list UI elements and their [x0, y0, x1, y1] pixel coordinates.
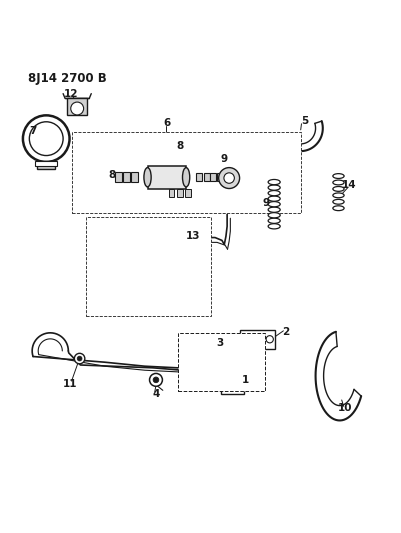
Text: 11: 11 [63, 379, 77, 389]
Bar [223, 352, 241, 359]
Circle shape [74, 353, 85, 364]
Bar [176, 189, 182, 197]
Bar [86, 217, 211, 316]
Bar [168, 189, 174, 197]
Bar [196, 173, 201, 181]
Text: 10: 10 [337, 403, 351, 413]
Text: 5: 5 [300, 116, 308, 126]
Text: 8: 8 [108, 170, 115, 180]
Circle shape [224, 364, 240, 380]
Circle shape [229, 369, 235, 375]
Circle shape [211, 338, 220, 348]
Bar [217, 173, 222, 181]
Ellipse shape [267, 207, 279, 212]
Text: 1: 1 [241, 375, 248, 385]
Circle shape [149, 374, 162, 386]
Bar [221, 374, 243, 394]
Bar [184, 189, 190, 197]
Ellipse shape [267, 180, 279, 185]
Ellipse shape [332, 174, 343, 179]
Text: 4: 4 [152, 389, 159, 399]
Ellipse shape [267, 213, 279, 218]
Circle shape [223, 173, 234, 183]
Circle shape [242, 336, 249, 343]
Ellipse shape [332, 187, 343, 191]
Text: 14: 14 [341, 180, 355, 190]
Bar [35, 161, 57, 166]
Ellipse shape [332, 199, 343, 204]
Ellipse shape [332, 206, 343, 211]
Ellipse shape [267, 185, 279, 190]
Ellipse shape [267, 196, 279, 201]
Ellipse shape [144, 167, 151, 187]
Text: 3: 3 [216, 338, 223, 348]
Polygon shape [240, 330, 275, 349]
Text: 9: 9 [220, 154, 227, 164]
Text: 12: 12 [64, 90, 79, 100]
Text: 13: 13 [185, 231, 200, 241]
Ellipse shape [267, 201, 279, 207]
Bar [147, 166, 186, 189]
Text: 6: 6 [163, 118, 170, 128]
Bar [178, 333, 264, 391]
Ellipse shape [267, 224, 279, 229]
Text: 9: 9 [262, 198, 269, 208]
Text: 8: 8 [176, 141, 183, 151]
Ellipse shape [267, 190, 279, 196]
Text: 8J14 2700 B: 8J14 2700 B [28, 72, 107, 85]
Ellipse shape [332, 180, 343, 185]
Bar [71, 132, 300, 213]
Ellipse shape [182, 167, 189, 187]
Bar [123, 173, 130, 182]
Bar [115, 173, 122, 182]
Text: 7: 7 [29, 126, 36, 135]
Circle shape [153, 377, 158, 383]
Ellipse shape [267, 218, 279, 223]
Text: 2: 2 [281, 327, 288, 337]
Bar [67, 99, 87, 115]
Bar [131, 173, 138, 182]
Circle shape [218, 167, 239, 189]
Circle shape [217, 357, 247, 387]
Circle shape [265, 336, 273, 343]
Bar [37, 161, 55, 169]
Bar [204, 173, 209, 181]
Circle shape [71, 102, 83, 115]
Bar [210, 173, 215, 181]
Ellipse shape [332, 193, 343, 198]
Circle shape [23, 115, 69, 162]
Circle shape [77, 356, 82, 361]
Circle shape [29, 122, 63, 156]
